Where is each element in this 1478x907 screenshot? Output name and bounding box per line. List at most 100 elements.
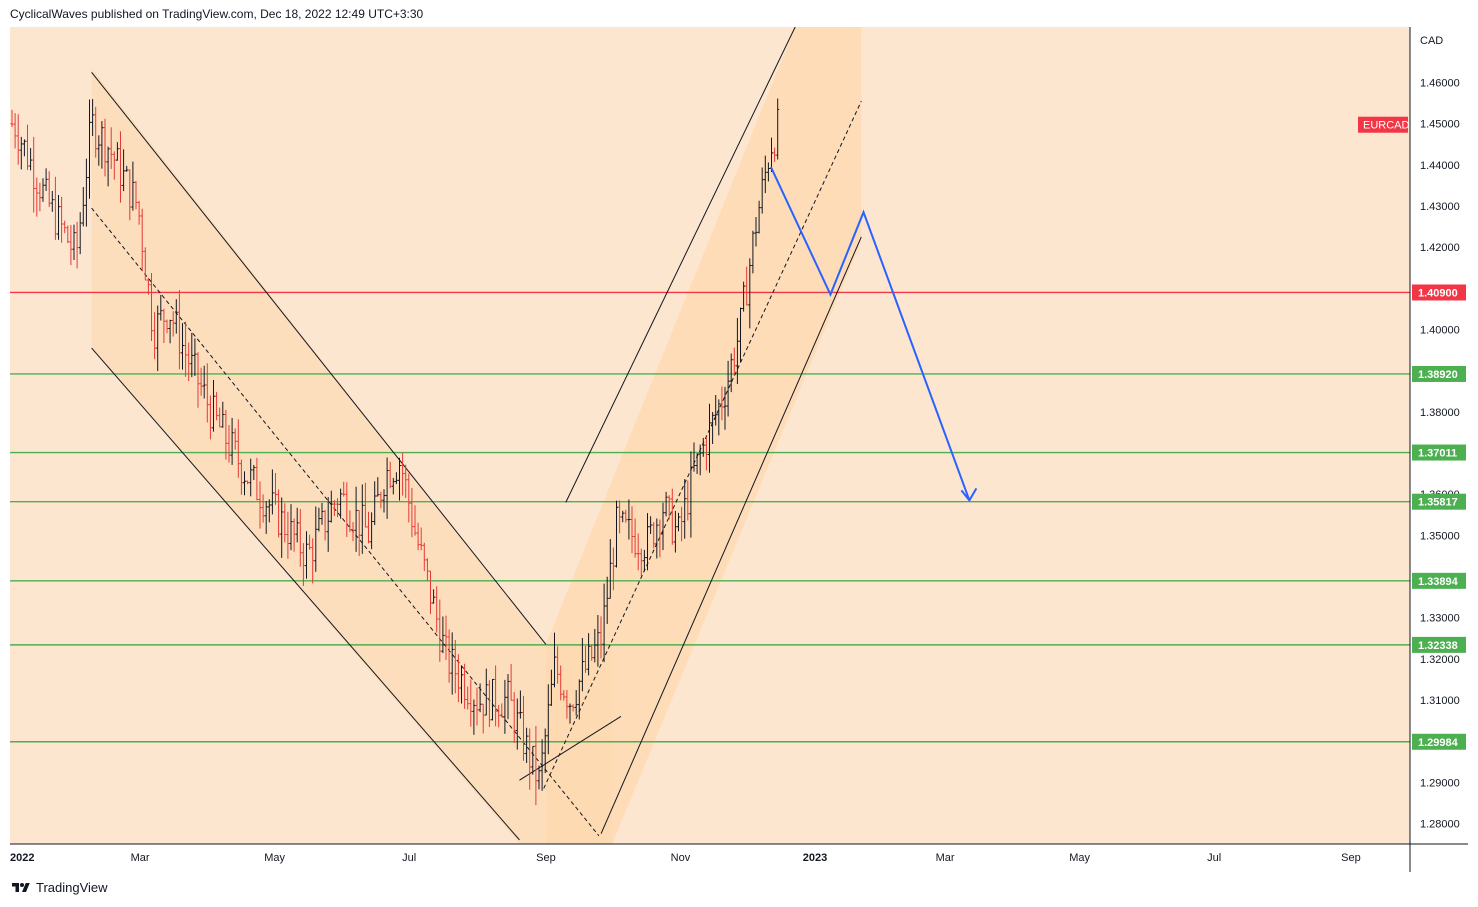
ohlc-bar <box>661 502 665 551</box>
ohlc-bar <box>745 266 749 306</box>
level-badge-label: 1.35817 <box>1418 497 1458 509</box>
ohlc-bar <box>512 692 516 744</box>
time-tick-label: 2023 <box>803 852 827 864</box>
ohlc-bar <box>618 500 622 534</box>
ohlc-bar <box>218 407 222 428</box>
ohlc-bar <box>143 247 147 281</box>
ohlc-bar <box>438 599 442 662</box>
ohlc-bar <box>500 703 504 718</box>
ohlc-bar <box>47 171 51 207</box>
ohlc-bar <box>497 704 501 728</box>
ohlc-bar <box>708 403 711 473</box>
ohlc-bar <box>729 353 733 393</box>
time-axis[interactable]: 2022 Mar May Jul Sep Nov 2023 Mar May Jul Sep <box>10 852 1361 864</box>
ohlc-bar <box>221 401 225 428</box>
ohlc-bar <box>574 690 578 716</box>
ohlc-bar <box>305 531 308 579</box>
ohlc-bar <box>373 481 377 526</box>
ohlc-bar <box>553 632 556 688</box>
ohlc-bar <box>407 473 411 523</box>
ohlc-bar <box>205 363 209 423</box>
ohlc-bar <box>162 308 166 344</box>
ohlc-bar <box>382 489 386 513</box>
ohlc-bar <box>636 533 640 571</box>
level-badge-label: 1.32338 <box>1418 640 1458 652</box>
ohlc-bar <box>646 513 649 571</box>
ohlc-bar <box>450 632 454 695</box>
horizontal-levels[interactable] <box>10 291 1410 743</box>
ohlc-bar <box>208 395 212 440</box>
price-tick-label: 1.46000 <box>1420 78 1460 90</box>
price-tick-label: 1.28000 <box>1420 818 1460 830</box>
tradingview-logo-icon <box>12 882 30 892</box>
price-tick-label: 1.44000 <box>1420 160 1460 172</box>
ohlc-bar <box>549 669 553 706</box>
ohlc-bar <box>295 507 299 543</box>
projection-path[interactable] <box>769 166 978 503</box>
ohlc-bar <box>329 490 333 523</box>
level-badge-label: 1.37011 <box>1418 448 1457 460</box>
ohlc-bar <box>655 518 659 559</box>
falling-channel-lower <box>91 347 520 841</box>
ohlc-bar <box>484 668 488 716</box>
ohlc-bar <box>453 639 457 694</box>
ohlc-bar <box>38 182 42 212</box>
ohlc-bar <box>326 497 330 552</box>
ohlc-bar <box>84 158 88 227</box>
ohlc-bar <box>615 500 618 568</box>
ohlc-bar <box>478 683 482 713</box>
ohlc-bar <box>593 628 597 663</box>
ohlc-bar <box>692 442 696 472</box>
price-tick-label: 1.42000 <box>1420 242 1460 254</box>
ohlc-bar <box>587 633 591 676</box>
ohlc-bar <box>53 176 57 240</box>
ohlc-bar <box>10 109 14 127</box>
ohlc-bar <box>22 139 26 157</box>
ohlc-bar <box>559 665 563 701</box>
ohlc-bar <box>103 118 107 177</box>
ohlc-bar <box>78 212 82 255</box>
ohlc-bar <box>128 169 132 221</box>
time-tick-label: May <box>264 852 285 864</box>
ohlc-bar <box>134 181 138 210</box>
ohlc-bar <box>246 480 250 485</box>
ohlc-bar <box>528 728 532 790</box>
time-tick-label: May <box>1069 852 1090 864</box>
ohlc-bar <box>642 549 646 572</box>
price-axis[interactable]: 1.280001.290001.300001.310001.320001.330… <box>1358 78 1466 831</box>
ohlc-bar <box>119 131 122 203</box>
ohlc-bar <box>580 637 584 692</box>
falling-channel-upper <box>91 71 547 645</box>
ohlc-bar <box>711 412 715 445</box>
ohlc-bar <box>540 739 544 791</box>
ohlc-bar <box>565 690 569 719</box>
ohlc-bar <box>376 477 380 497</box>
time-tick-label: Mar <box>936 852 955 864</box>
footer-brand[interactable]: TradingView <box>10 880 108 895</box>
ohlc-bar <box>611 547 615 591</box>
ohlc-bar <box>100 121 104 169</box>
time-tick-label: 2022 <box>10 852 34 864</box>
ohlc-bar <box>301 543 305 586</box>
time-tick-label: Sep <box>536 852 556 864</box>
ohlc-bar <box>94 106 98 158</box>
ohlc-bar <box>115 142 119 161</box>
ohlc-bar <box>150 272 153 342</box>
ohlc-bar <box>627 499 631 540</box>
price-tick-label: 1.33000 <box>1420 613 1460 625</box>
ohlc-bar <box>125 165 129 172</box>
ohlc-bar <box>509 664 513 701</box>
ohlc-bar <box>202 365 206 399</box>
ohlc-bar <box>456 654 460 703</box>
projection-arrowhead <box>960 487 978 503</box>
ohlc-bar <box>72 224 76 261</box>
ohlc-bar <box>44 168 48 191</box>
ohlc-bar <box>398 457 401 501</box>
price-chart[interactable]: 1.280001.290001.300001.310001.320001.330… <box>10 27 1468 872</box>
ohlc-bar <box>394 472 398 485</box>
ohlc-bar <box>425 558 429 581</box>
ohlc-bar <box>323 510 327 541</box>
ohlc-bar <box>165 319 169 334</box>
ohlc-bar <box>311 538 315 584</box>
price-tick-label: 1.38000 <box>1420 407 1460 419</box>
